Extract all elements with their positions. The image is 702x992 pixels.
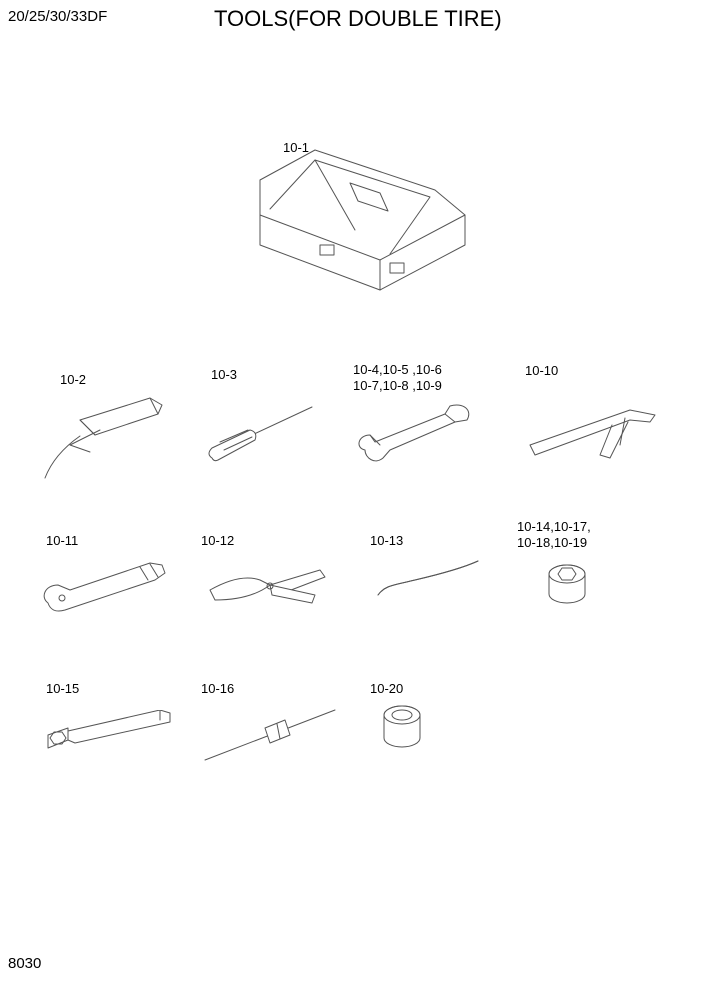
callout-10-4: 10-4,10-5 ,10-6 10-7,10-8 ,10-9 (353, 362, 442, 395)
callout-10-2: 10-2 (60, 372, 86, 388)
grease-gun-icon (40, 390, 170, 480)
callout-10-15: 10-15 (46, 681, 79, 697)
pliers-icon (200, 555, 330, 615)
callout-10-20: 10-20 (370, 681, 403, 697)
screwdriver-icon (200, 400, 320, 470)
page-number: 8030 (8, 955, 41, 972)
callout-10-3: 10-3 (211, 367, 237, 383)
callout-10-12: 10-12 (201, 533, 234, 549)
callout-10-13: 10-13 (370, 533, 403, 549)
socket2-icon (375, 700, 430, 755)
callout-10-14: 10-14,10-17, 10-18,10-19 (517, 519, 591, 552)
socket-icon (540, 560, 595, 610)
toolbox-icon (240, 145, 480, 295)
filter-wrench-icon (520, 400, 660, 470)
page: { "header": { "model": "20/25/30/33DF", … (0, 0, 702, 992)
adjustable-wrench-icon (40, 555, 170, 615)
extension-bar-icon (40, 710, 180, 760)
model-code: 20/25/30/33DF (8, 8, 107, 25)
hose-icon (370, 555, 490, 605)
page-title: TOOLS(FOR DOUBLE TIRE) (214, 6, 502, 32)
callout-10-10: 10-10 (525, 363, 558, 379)
t-handle-icon (195, 700, 345, 770)
callout-10-11: 10-11 (46, 533, 78, 549)
callout-10-16: 10-16 (201, 681, 234, 697)
spanner-icon (355, 400, 485, 470)
